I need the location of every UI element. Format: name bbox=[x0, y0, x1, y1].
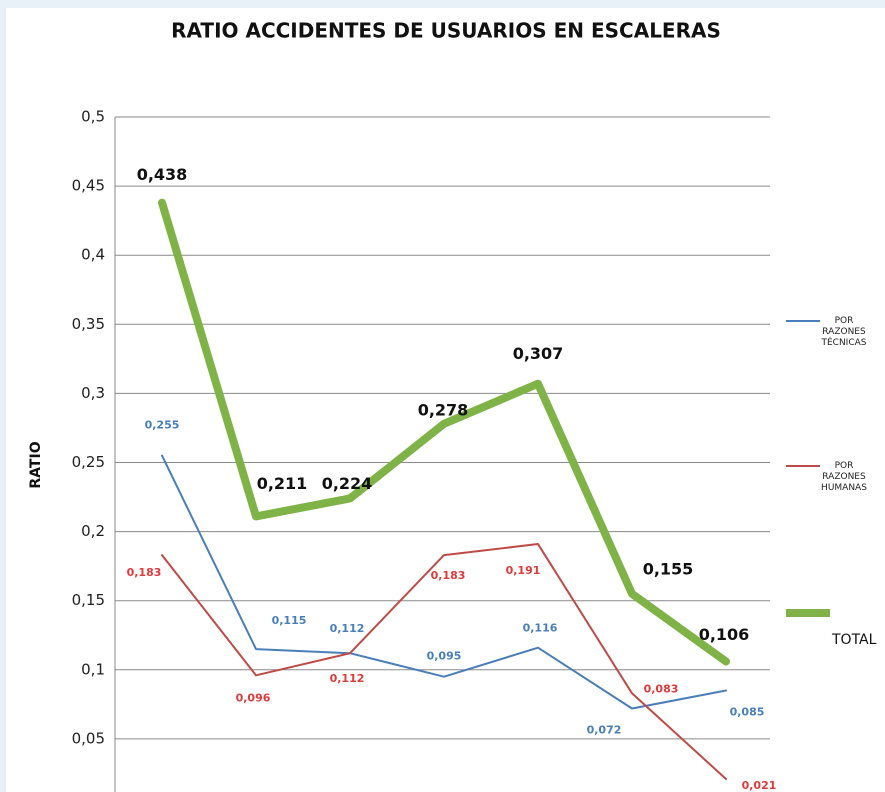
data-label: 0,085 bbox=[730, 706, 765, 719]
chart-background bbox=[6, 8, 885, 792]
legend-label: POR RAZONES TÉCNICAS bbox=[821, 316, 867, 348]
data-label: 0,083 bbox=[644, 682, 679, 695]
data-label: 0,183 bbox=[431, 569, 466, 582]
data-label: 0,021 bbox=[742, 779, 777, 792]
y-tick-label: 0,35 bbox=[72, 315, 105, 333]
legend-label: POR RAZONES HUMANAS bbox=[821, 461, 867, 493]
data-label: 0,112 bbox=[330, 622, 365, 635]
legend-label: TOTAL bbox=[832, 632, 877, 648]
chart-title: RATIO ACCIDENTES DE USUARIOS EN ESCALERA… bbox=[171, 19, 721, 43]
data-label: 0,072 bbox=[587, 723, 622, 736]
y-tick-label: 0,2 bbox=[81, 522, 105, 540]
y-tick-label: 0,45 bbox=[72, 177, 105, 195]
y-tick-label: 0,25 bbox=[72, 453, 105, 471]
y-tick-label: 0,05 bbox=[72, 729, 105, 747]
series-line bbox=[161, 454, 727, 710]
y-tick-label: 0,4 bbox=[81, 246, 105, 264]
data-label: 0,211 bbox=[257, 474, 308, 493]
y-axis-label: RATIO bbox=[28, 441, 44, 488]
y-tick-label: 0,5 bbox=[81, 108, 105, 126]
data-label: 0,183 bbox=[127, 566, 162, 579]
data-label: 0,112 bbox=[330, 672, 365, 685]
y-tick-label: 0,3 bbox=[81, 384, 105, 402]
data-label: 0,307 bbox=[513, 344, 564, 363]
data-label: 0,096 bbox=[236, 691, 271, 704]
data-label: 0,255 bbox=[145, 419, 180, 432]
data-label: 0,278 bbox=[418, 400, 469, 419]
data-label: 0,191 bbox=[506, 564, 541, 577]
y-tick-label: 0,1 bbox=[81, 660, 105, 678]
data-label: 0,116 bbox=[523, 622, 558, 635]
data-label: 0,106 bbox=[699, 625, 750, 644]
data-label: 0,438 bbox=[137, 165, 188, 184]
data-label: 0,155 bbox=[643, 559, 694, 578]
series-line bbox=[161, 543, 727, 780]
data-label: 0,224 bbox=[322, 474, 373, 493]
series-line bbox=[158, 198, 730, 666]
y-tick-label: 0,15 bbox=[72, 591, 105, 609]
data-label: 0,115 bbox=[272, 614, 307, 627]
data-label: 0,095 bbox=[427, 650, 462, 663]
